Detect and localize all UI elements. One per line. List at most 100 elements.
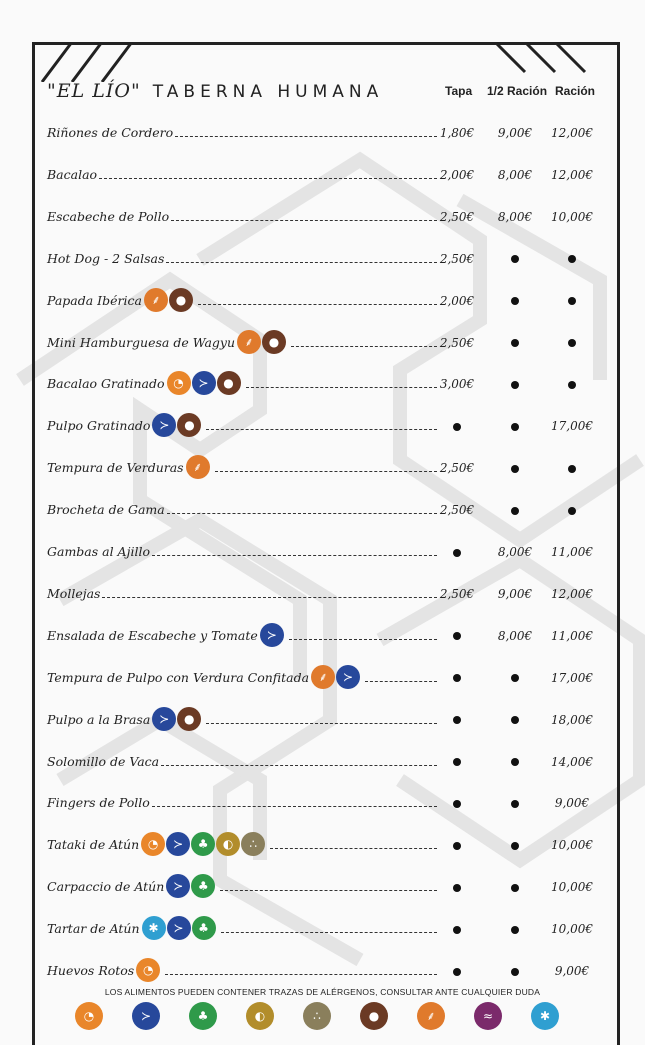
menu-item-row: Solomillo de Vaca 14,00€ bbox=[47, 751, 607, 781]
price-racion: 17,00€ bbox=[551, 419, 593, 434]
menu-item-row: Tataki de Atún ◔ ≻ ♣ ◐ ∴ 10,00€ bbox=[47, 832, 607, 864]
price-media bbox=[487, 248, 543, 270]
price-tapa: 2,00€ bbox=[439, 293, 475, 308]
price-racion: 12,00€ bbox=[551, 167, 593, 182]
item-name: Hot Dog - 2 Salsas bbox=[47, 250, 165, 266]
mustard-icon: ◐ bbox=[246, 1002, 274, 1030]
crab-icon: ✱ bbox=[141, 916, 166, 941]
unavailable-dot bbox=[453, 883, 461, 892]
unavailable-dot bbox=[453, 632, 461, 641]
menu-item-row: Fingers de Pollo 9,00€ bbox=[47, 792, 607, 822]
dotted-leader bbox=[102, 596, 437, 598]
price-tapa bbox=[432, 667, 482, 689]
price-media bbox=[487, 876, 543, 898]
menu-item-row: Ensalada de Escabeche y Tomate ≻ 8,00€ 11,0… bbox=[47, 622, 607, 655]
item-name: Huevos Rotos bbox=[47, 963, 135, 978]
celery-icon: ♣ bbox=[191, 874, 216, 899]
price-racion: 11,00€ bbox=[551, 628, 593, 643]
dotted-leader bbox=[291, 345, 437, 347]
unavailable-dot bbox=[453, 925, 461, 934]
unavailable-dot bbox=[453, 799, 461, 808]
price-media bbox=[487, 834, 543, 856]
price-tapa bbox=[432, 541, 482, 563]
item-name: Bacalao Gratinado bbox=[47, 376, 165, 392]
wheat-icon: ⸙ bbox=[311, 664, 336, 689]
sesame-icon: ∴ bbox=[241, 832, 266, 857]
price-tapa bbox=[432, 960, 482, 982]
fish-icon: ≻ bbox=[166, 916, 191, 941]
sulphite-icon: ≈ bbox=[474, 1002, 502, 1030]
dotted-leader bbox=[151, 555, 437, 556]
price-media bbox=[487, 667, 543, 689]
celery-icon: ♣ bbox=[191, 916, 216, 941]
price-media: 9,00€ bbox=[497, 126, 533, 140]
amphora-icon: ● bbox=[177, 706, 202, 731]
allergen-icons: ◔ ≻ ♣ ◐ ∴ bbox=[141, 832, 266, 857]
wheat-icon: ⸙ bbox=[237, 329, 262, 354]
dotted-leader bbox=[288, 638, 437, 640]
item-name: Fingers de Pollo bbox=[47, 795, 150, 811]
price-media bbox=[487, 792, 543, 814]
sesame-icon: ∴ bbox=[303, 1002, 331, 1030]
price-media bbox=[487, 709, 543, 731]
fish-icon: ≻ bbox=[152, 706, 177, 731]
fish-icon: ≻ bbox=[152, 413, 177, 438]
item-name: Pulpo a la Brasa bbox=[47, 711, 151, 727]
dotted-leader bbox=[99, 177, 437, 179]
unavailable-dot bbox=[511, 716, 519, 725]
price-racion bbox=[543, 248, 601, 270]
allergen-icons: ⸙ ● bbox=[143, 287, 194, 312]
price-tapa: 2,50€ bbox=[439, 209, 475, 224]
unavailable-dot bbox=[568, 255, 576, 264]
price-tapa bbox=[432, 709, 482, 731]
mustard-icon: ◐ bbox=[216, 832, 241, 857]
unavailable-dot bbox=[568, 339, 576, 347]
price-tapa: 2,00€ bbox=[439, 167, 475, 182]
amphora-icon: ● bbox=[262, 329, 287, 354]
unavailable-dot bbox=[511, 255, 519, 264]
unavailable-dot bbox=[453, 967, 461, 976]
dotted-leader bbox=[220, 890, 437, 892]
price-tapa: 2,50€ bbox=[439, 335, 475, 350]
crab-icon: ✱ bbox=[531, 1002, 559, 1030]
item-name: Riñones de Cordero bbox=[47, 125, 174, 140]
price-racion: 18,00€ bbox=[551, 712, 593, 727]
menu-item-row: Gambas al Ajillo 8,00€ 11,00€ bbox=[47, 541, 607, 571]
unavailable-dot bbox=[453, 548, 461, 557]
dotted-leader bbox=[365, 680, 437, 682]
item-name: Mini Hamburguesa de Wagyu bbox=[47, 334, 236, 350]
price-racion bbox=[543, 290, 601, 312]
menu-item-row: Tartar de Atún ✱ ≻ ♣ 10,00€ bbox=[47, 916, 607, 948]
price-media bbox=[487, 751, 543, 773]
item-name: Brocheta de Gama bbox=[47, 502, 165, 518]
unavailable-dot bbox=[511, 883, 519, 892]
price-tapa bbox=[432, 918, 482, 940]
fish-icon: ≻ bbox=[259, 622, 284, 647]
item-name: Bacalao bbox=[47, 166, 98, 182]
menu-item-row: Bacalao Gratinado ◔ ≻ ● 3,00€ bbox=[47, 371, 607, 403]
item-name: Escabeche de Pollo bbox=[47, 208, 170, 224]
price-racion: 9,00€ bbox=[554, 796, 590, 811]
allergen-icons: ◔ ≻ ● bbox=[166, 371, 242, 396]
price-racion bbox=[543, 373, 601, 395]
dotted-leader bbox=[197, 303, 437, 305]
celery-icon: ♣ bbox=[189, 1002, 217, 1030]
brand-quote: "EL LÍO" bbox=[47, 80, 141, 102]
dotted-leader bbox=[214, 471, 437, 473]
allergen-icons: ✱ ≻ ♣ bbox=[141, 916, 217, 941]
price-racion: 12,00€ bbox=[551, 126, 593, 140]
price-racion bbox=[543, 332, 601, 354]
price-racion: 11,00€ bbox=[551, 545, 593, 559]
menu-item-row: Brocheta de Gama 2,50€ bbox=[47, 499, 607, 529]
wheat-icon: ⸙ bbox=[143, 287, 168, 312]
price-tapa bbox=[432, 792, 482, 814]
price-racion: 14,00€ bbox=[551, 754, 593, 769]
price-tapa: 2,50€ bbox=[439, 586, 475, 601]
allergen-icons: ≻ bbox=[259, 622, 285, 647]
menu-item-row: Carpaccio de Atún ≻ ♣ 10,00€ bbox=[47, 874, 607, 906]
dotted-leader bbox=[151, 806, 437, 808]
unavailable-dot bbox=[511, 799, 519, 808]
price-tapa bbox=[432, 876, 482, 898]
allergen-icons: ≻ ● bbox=[152, 706, 202, 731]
unavailable-dot bbox=[568, 380, 576, 389]
